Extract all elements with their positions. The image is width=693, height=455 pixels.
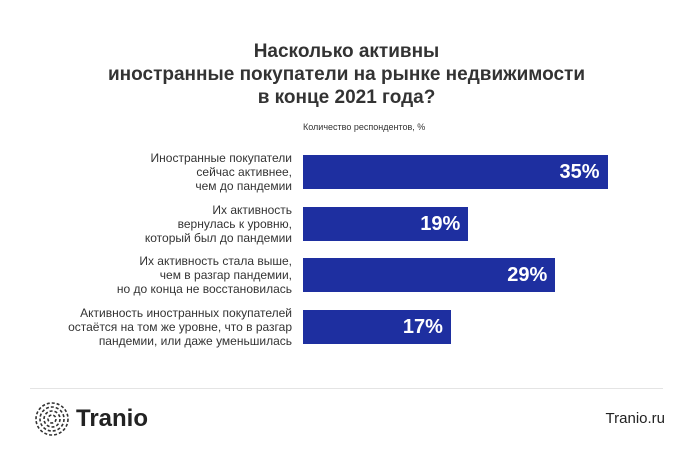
value-label: 29% — [507, 264, 548, 287]
bar: 17% — [303, 310, 451, 345]
chart-subtitle: Количество респондентов, % — [303, 122, 426, 132]
bar: 29% — [303, 258, 556, 293]
value-label: 19% — [420, 212, 461, 235]
logo-icon — [35, 402, 69, 436]
category-label: Активность иностранных покупателей остаё… — [68, 306, 292, 349]
brand: Tranio — [76, 405, 149, 432]
value-label: 17% — [402, 316, 443, 339]
category-label: Иностранные покупатели сейчас активнее, … — [150, 151, 292, 193]
separator — [30, 388, 663, 389]
category-label: Их активность стала выше, чем в разгар п… — [116, 254, 292, 297]
value-label: 35% — [559, 161, 600, 183]
site-link: Tranio.ru — [605, 410, 665, 427]
bar: 35% — [303, 155, 608, 189]
category-label: Их активность вернулась к уровню, которы… — [144, 202, 292, 245]
chart-title: Насколько активны иностранные покупатели… — [108, 41, 585, 108]
bar: 19% — [303, 206, 469, 241]
